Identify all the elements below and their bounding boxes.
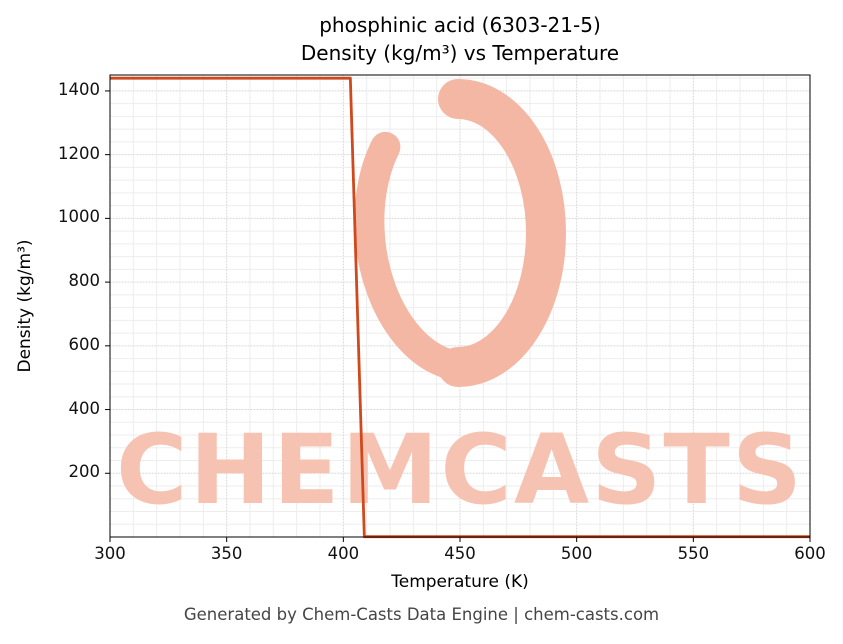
watermark-logo-icon (354, 79, 566, 387)
chart-title-line2: Density (kg/m³) vs Temperature (300, 41, 620, 65)
y-tick-label: 1200 (58, 143, 100, 163)
y-tick-label: 1000 (58, 207, 100, 227)
y-tick-label: 200 (68, 462, 101, 482)
chart-title: phosphinic acid (6303-21-5) Density (kg/… (110, 11, 810, 67)
watermark-text: CHEMCASTS (116, 414, 804, 526)
chart-title-line1: phosphinic acid (6303-21-5) (319, 13, 601, 37)
y-tick-label: 1400 (58, 79, 100, 99)
y-tick-label: 400 (68, 398, 101, 418)
x-tick-label: 500 (560, 544, 593, 563)
x-axis-label: Temperature (K) (391, 572, 529, 592)
x-tick-label: 550 (677, 544, 710, 563)
x-tick-label: 600 (794, 544, 826, 563)
x-tick-label: 450 (444, 544, 476, 563)
x-tick-label: 300 (94, 544, 126, 563)
x-tick-label: 350 (210, 544, 243, 563)
watermark: CHEMCASTS (116, 79, 804, 526)
y-tick-label: 600 (68, 334, 101, 354)
footer-text: Generated by Chem-Casts Data Engine | ch… (183, 605, 660, 624)
axes (105, 74, 811, 542)
x-tick-label: 400 (327, 544, 360, 563)
y-tick-label: 800 (68, 271, 101, 291)
